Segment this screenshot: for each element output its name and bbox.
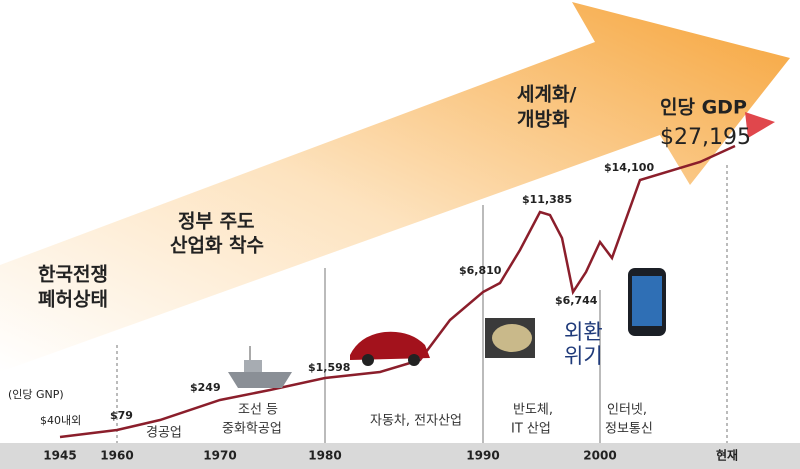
gdp-title: 인당 GDP	[660, 97, 747, 119]
axis-label: 현재	[716, 448, 738, 463]
dividers	[116, 165, 728, 443]
industry: IT 산업	[511, 422, 551, 437]
axis-band	[0, 443, 800, 469]
stage-label: 산업화 착수	[170, 235, 264, 257]
axis-label: 1990	[466, 449, 499, 463]
milestone: $40내외	[40, 414, 81, 427]
milestone: $79	[110, 409, 133, 422]
industry: 정보통신	[605, 422, 653, 437]
line-arrowhead	[745, 112, 775, 138]
industry: 자동차, 전자산업	[370, 414, 462, 429]
milestone: $6,744	[555, 294, 598, 307]
milestone: $11,385	[522, 193, 572, 206]
ship-icon	[228, 346, 292, 388]
wafer-icon	[485, 318, 535, 358]
axis-label: 1970	[203, 449, 236, 463]
stage-label: 개방화	[517, 109, 570, 131]
gdp-line	[59, 144, 736, 439]
milestone: $14,100	[604, 161, 654, 174]
axis-label: 1980	[308, 449, 341, 463]
crisis-label: 외환	[564, 320, 603, 344]
axis-labels: 1945 1960 1970 1980 1990 2000 현재	[43, 448, 738, 463]
industry: 조선 등	[238, 403, 278, 418]
phone-icon	[628, 268, 666, 336]
car-icon	[350, 331, 430, 366]
milestone: $1,598	[308, 361, 350, 374]
gdp-value: $27,195	[660, 125, 751, 150]
stage-label: 한국전쟁	[38, 264, 108, 286]
milestone: $6,810	[459, 264, 502, 277]
stage-label: 폐허상태	[38, 289, 108, 311]
axis-label: 2000	[583, 449, 616, 463]
industry: 경공업	[146, 426, 182, 441]
industry: 반도체,	[513, 403, 553, 418]
crisis-label: 위기	[564, 344, 603, 368]
industry: 중화학공업	[222, 422, 282, 437]
milestone: $249	[190, 381, 221, 394]
axis-label: 1960	[100, 449, 133, 463]
growth-arrow	[0, 2, 790, 372]
axis-label: 1945	[43, 449, 76, 463]
stage-label: 정부 주도	[178, 211, 255, 233]
industry: 인터넷,	[607, 403, 647, 418]
stage-label: 세계화/	[517, 84, 576, 106]
gnp-note: (인당 GNP)	[8, 388, 64, 401]
